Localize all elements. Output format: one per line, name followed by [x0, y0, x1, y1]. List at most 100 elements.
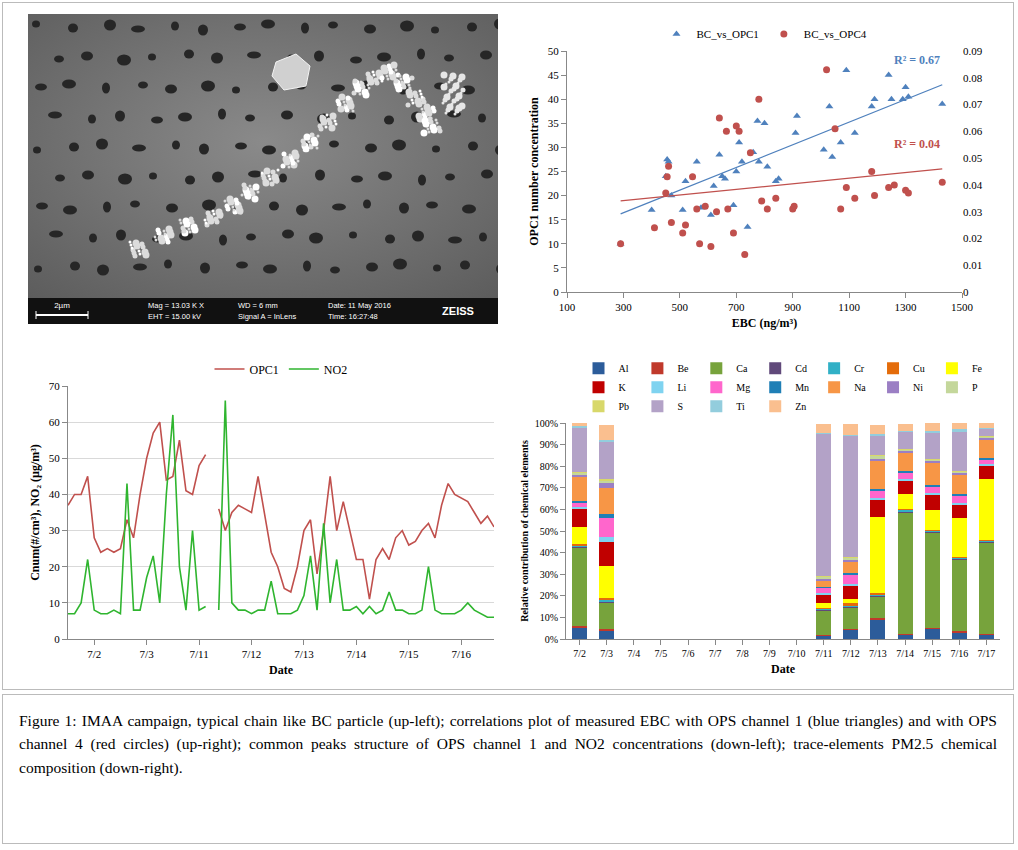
svg-text:7/5: 7/5	[655, 648, 668, 659]
svg-text:0: 0	[553, 286, 559, 298]
svg-text:7/15: 7/15	[923, 648, 941, 659]
svg-text:40: 40	[49, 488, 61, 500]
svg-text:7/3: 7/3	[600, 648, 613, 659]
svg-text:Pb: Pb	[619, 401, 630, 412]
svg-text:0.05: 0.05	[963, 152, 983, 164]
svg-text:50: 50	[548, 45, 560, 57]
svg-text:100%: 100%	[535, 418, 558, 429]
svg-text:60: 60	[49, 416, 61, 428]
svg-text:35: 35	[548, 117, 560, 129]
svg-text:0.01: 0.01	[963, 259, 982, 271]
svg-text:7/8: 7/8	[736, 648, 749, 659]
svg-text:Ni: Ni	[913, 382, 923, 393]
svg-text:Date: Date	[269, 663, 294, 677]
svg-text:7/14: 7/14	[347, 648, 367, 660]
svg-text:45: 45	[548, 69, 560, 81]
svg-text:Ti: Ti	[736, 401, 745, 412]
svg-text:7/7: 7/7	[709, 648, 722, 659]
svg-text:0.02: 0.02	[963, 232, 982, 244]
svg-text:25: 25	[548, 165, 560, 177]
svg-text:WD = 6 mm: WD = 6 mm	[238, 301, 278, 310]
svg-text:7/17: 7/17	[978, 648, 996, 659]
svg-text:700: 700	[728, 301, 745, 313]
svg-text:50: 50	[49, 452, 61, 464]
svg-text:0.09: 0.09	[963, 45, 983, 57]
svg-text:40: 40	[548, 93, 560, 105]
svg-text:7/4: 7/4	[627, 648, 640, 659]
svg-text:Cr: Cr	[854, 363, 865, 374]
svg-text:Fe: Fe	[972, 363, 983, 374]
svg-text:40%: 40%	[540, 547, 558, 558]
svg-text:20: 20	[548, 189, 560, 201]
svg-text:7/11: 7/11	[190, 648, 209, 660]
svg-text:70%: 70%	[540, 482, 558, 493]
svg-text:Cd: Cd	[795, 363, 807, 374]
svg-text:7/2: 7/2	[573, 648, 586, 659]
svg-text:500: 500	[672, 301, 689, 313]
svg-text:30: 30	[49, 524, 61, 536]
svg-text:10: 10	[548, 238, 560, 250]
svg-text:1500: 1500	[951, 301, 974, 313]
svg-text:0: 0	[54, 633, 60, 645]
svg-text:30%: 30%	[540, 569, 558, 580]
svg-text:S: S	[677, 401, 683, 412]
svg-text:0%: 0%	[545, 634, 558, 645]
svg-text:7/13: 7/13	[294, 648, 314, 660]
svg-text:7/9: 7/9	[763, 648, 776, 659]
svg-text:0: 0	[963, 286, 969, 298]
svg-text:Mag = 13.03 K X: Mag = 13.03 K X	[148, 301, 204, 310]
svg-text:900: 900	[784, 301, 801, 313]
svg-text:7/12: 7/12	[842, 648, 860, 659]
svg-text:7/10: 7/10	[788, 648, 806, 659]
svg-text:15: 15	[548, 214, 560, 226]
svg-text:300: 300	[615, 301, 632, 313]
svg-text:Na: Na	[854, 382, 866, 393]
svg-text:R² = 0.67: R² = 0.67	[894, 53, 940, 67]
svg-text:7/16: 7/16	[451, 648, 471, 660]
svg-text:20%: 20%	[540, 590, 558, 601]
svg-text:7/13: 7/13	[869, 648, 887, 659]
svg-text:80%: 80%	[540, 461, 558, 472]
svg-text:50%: 50%	[540, 526, 558, 537]
svg-text:Mn: Mn	[795, 382, 809, 393]
svg-text:7/16: 7/16	[950, 648, 968, 659]
svg-text:60%: 60%	[540, 504, 558, 515]
svg-text:1100: 1100	[838, 301, 860, 313]
svg-text:Cu: Cu	[913, 363, 925, 374]
svg-text:Time: 16:27:48: Time: 16:27:48	[328, 312, 378, 321]
svg-text:BC_vs_OPC1: BC_vs_OPC1	[697, 28, 759, 40]
svg-text:0.07: 0.07	[963, 98, 983, 110]
svg-text:7/12: 7/12	[242, 648, 262, 660]
svg-text:Be: Be	[677, 363, 689, 374]
svg-text:Ca: Ca	[736, 363, 748, 374]
svg-text:EHT = 15.00 kV: EHT = 15.00 kV	[148, 312, 201, 321]
svg-text:OPC1: OPC1	[250, 363, 279, 377]
svg-text:EBC (ng/m³): EBC (ng/m³)	[732, 316, 797, 330]
svg-text:Cnum(#/cm³), NO₂ (µg/m³): Cnum(#/cm³), NO₂ (µg/m³)	[28, 444, 42, 581]
svg-text:7/3: 7/3	[140, 648, 155, 660]
svg-text:Zn: Zn	[795, 401, 806, 412]
svg-text:100: 100	[559, 301, 576, 313]
svg-text:7/15: 7/15	[399, 648, 419, 660]
svg-text:OPC1 number concentration: OPC1 number concentration	[527, 97, 541, 246]
svg-text:Al: Al	[619, 363, 629, 374]
svg-text:ZEISS: ZEISS	[442, 305, 474, 317]
svg-text:BC_vs_OPC4: BC_vs_OPC4	[804, 28, 867, 40]
svg-text:10%: 10%	[540, 612, 558, 623]
svg-text:Li: Li	[677, 382, 686, 393]
svg-text:5: 5	[553, 262, 559, 274]
svg-text:20: 20	[49, 561, 61, 573]
svg-text:2µm: 2µm	[54, 301, 70, 310]
svg-text:10: 10	[49, 597, 61, 609]
svg-text:1300: 1300	[895, 301, 918, 313]
svg-text:NO2: NO2	[324, 363, 347, 377]
svg-text:0.04: 0.04	[963, 179, 983, 191]
svg-text:7/6: 7/6	[682, 648, 695, 659]
svg-text:Date: 11 May 2016: Date: 11 May 2016	[328, 301, 391, 310]
svg-text:Signal A = InLens: Signal A = InLens	[238, 312, 296, 321]
svg-text:0.03: 0.03	[963, 206, 983, 218]
svg-text:K: K	[619, 382, 627, 393]
svg-text:0.06: 0.06	[963, 125, 983, 137]
svg-text:Mg: Mg	[736, 382, 750, 393]
svg-text:R² = 0.04: R² = 0.04	[894, 137, 940, 151]
